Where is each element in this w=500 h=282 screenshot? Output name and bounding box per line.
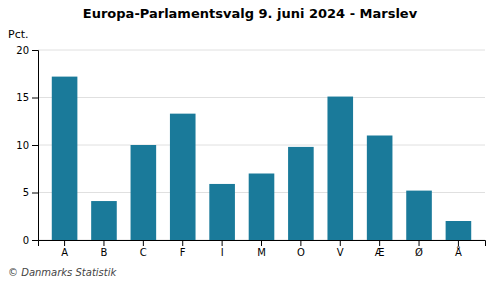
x-tick-mark (458, 240, 459, 246)
x-tick-label: Ø (415, 247, 423, 258)
x-tick-label: I (221, 247, 224, 258)
x-tick-label: Æ (375, 247, 385, 258)
grid-line (38, 50, 485, 51)
x-tick-mark (222, 240, 223, 246)
plot: 0 5 10 15 20 A B C F I M O V Æ Ø Å (16, 45, 485, 258)
x-tick-mark (419, 240, 420, 246)
title: Europa-Parlamentsvalg 9. juni 2024 - Mar… (83, 6, 418, 21)
x-tick: B (101, 240, 108, 258)
grid-line (38, 97, 485, 98)
y-tick-label: 20 (16, 45, 29, 56)
x-tick: Ø (415, 240, 423, 258)
bar (131, 145, 157, 240)
grid (38, 50, 485, 240)
y-axis-label: Pct. (8, 28, 29, 41)
x-tick-label: F (180, 247, 186, 258)
grid-line (38, 145, 485, 146)
x-tick-mark (379, 240, 380, 246)
x-tick: C (140, 240, 147, 258)
y-tick: 5 (23, 187, 38, 198)
y-tick: 10 (16, 140, 38, 151)
y-tick-mark (32, 240, 38, 241)
y-tick-mark (32, 50, 38, 51)
chart: Europa-Parlamentsvalg 9. juni 2024 - Mar… (0, 0, 500, 282)
x-tick-mark (103, 240, 104, 246)
x-tick-mark (340, 240, 341, 246)
x-tick: O (297, 240, 305, 258)
bar (170, 114, 196, 240)
y-tick-mark (32, 145, 38, 146)
y-tick-label: 15 (16, 92, 29, 103)
x-tick-label: Å (455, 246, 462, 258)
y-tick-mark (32, 193, 38, 194)
y-tick-label: 0 (23, 235, 29, 246)
x-axis: ABCFIMOVÆØÅ (39, 240, 486, 258)
bar (367, 136, 393, 241)
bar (209, 184, 235, 240)
x-tick: Å (455, 240, 462, 258)
x-tick-mark (143, 240, 144, 246)
x-tick-label: C (140, 247, 147, 258)
x-tick-label: A (61, 247, 68, 258)
y-axis-line (32, 51, 39, 241)
x-tick-mark (182, 240, 183, 246)
x-tick: V (337, 240, 344, 258)
x-tick-label: V (337, 247, 344, 258)
x-tick: F (180, 240, 186, 258)
y-tick-label: 5 (23, 187, 29, 198)
x-tick: M (257, 240, 266, 258)
bar (249, 174, 275, 241)
x-tick: A (61, 240, 68, 258)
x-tick-label: O (297, 247, 305, 258)
bar (91, 201, 117, 240)
bar (406, 191, 432, 240)
y-tick-label: 10 (16, 140, 29, 151)
bar (288, 147, 314, 240)
y-tick: 0 (23, 235, 38, 246)
bar (446, 221, 472, 240)
x-tick-label: B (101, 247, 108, 258)
y-tick: 15 (16, 92, 38, 103)
footer: © Danmarks Statistik (8, 267, 118, 278)
x-tick-mark (261, 240, 262, 246)
x-tick: I (221, 240, 224, 258)
bar (52, 77, 78, 240)
bars (52, 77, 471, 240)
x-tick-mark (300, 240, 301, 246)
x-tick-label: M (257, 247, 266, 258)
x-axis-line (39, 241, 486, 247)
y-tick: 20 (16, 45, 38, 56)
x-tick: Æ (375, 240, 385, 258)
y-tick-mark (32, 98, 38, 99)
x-tick-mark (64, 240, 65, 246)
y-axis: 0 5 10 15 20 (16, 45, 38, 246)
bar (327, 97, 353, 240)
